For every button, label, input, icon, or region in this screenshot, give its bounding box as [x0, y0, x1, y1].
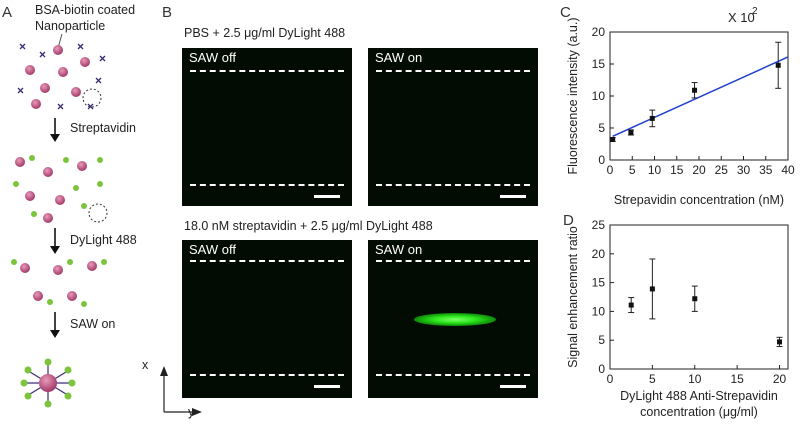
scale-bar — [314, 195, 340, 198]
y-tick-label: 15 — [592, 57, 606, 71]
channel-edge-bottom — [190, 184, 344, 186]
micrograph-streptavidin-saw-off: SAW off — [182, 240, 352, 398]
x-tick-label: 15 — [670, 163, 684, 177]
axis-multiplier: X 10 — [728, 10, 755, 25]
y-tick-label: 0 — [598, 362, 605, 376]
micrograph-streptavidin-saw-on: SAW on — [368, 240, 538, 398]
x-tick-label: 10 — [648, 163, 662, 177]
axis-indicator — [160, 366, 202, 416]
schematic-step1-label: Streptavidin — [70, 121, 137, 135]
stage2-dylight — [13, 155, 103, 217]
panel-label-d: D — [563, 212, 574, 229]
axis-multiplier-exponent: 2 — [752, 6, 758, 17]
saw-off-label: SAW off — [189, 242, 236, 257]
y-tick-label: 5 — [598, 333, 605, 347]
scale-bar — [314, 385, 340, 388]
micrograph-top-title: PBS + 2.5 μg/ml DyLight 488 — [184, 26, 346, 40]
data-point — [777, 339, 783, 345]
scale-bar — [500, 195, 526, 198]
panel-label-a: A — [2, 4, 13, 21]
schematic-step3-label: SAW on — [70, 317, 116, 331]
x-tick-label: 40 — [781, 163, 795, 177]
x-tick-label: 35 — [759, 163, 773, 177]
x-axis-label: Strepavidin concentration (nM) — [614, 193, 784, 207]
saw-on-label: SAW on — [375, 242, 423, 257]
highlight-circle-2 — [88, 203, 108, 223]
y-tick-label: 0 — [598, 153, 605, 167]
stage3-dylight — [11, 259, 107, 307]
chart-d: 0 5 10 15 20 0 5 10 15 20 25 DyLight 488 Anti-Strep… — [566, 218, 789, 419]
schematic-title-line2: Nanoparticle — [35, 19, 106, 33]
channel-edge-bottom — [376, 184, 530, 186]
saw-off-label: SAW off — [189, 50, 236, 65]
data-point — [692, 87, 698, 93]
aggregate-cluster — [20, 358, 76, 408]
x-tick-label: 15 — [730, 372, 744, 386]
plot-frame — [609, 224, 789, 370]
x-tick-label: 20 — [773, 372, 787, 386]
y-tick-label: 25 — [592, 218, 606, 232]
stage3-particles — [20, 261, 97, 301]
x-axis-label-line1: DyLight 488 Anti-Strepavidin — [620, 389, 778, 403]
y-axis-label: Fluorescence intensity (a.u.) — [566, 17, 580, 174]
panel-label-b: B — [162, 4, 173, 21]
x-tick-label: 20 — [692, 163, 706, 177]
y-tick-label: 5 — [598, 121, 605, 135]
schematic-diagram — [11, 33, 108, 408]
panel-label-c: C — [560, 4, 571, 21]
x-tick-label: 5 — [649, 372, 656, 386]
channel-edge-top — [376, 260, 530, 262]
x-tick-label: 10 — [688, 372, 702, 386]
y-tick-label: 20 — [592, 25, 606, 39]
highlight-circle-1 — [82, 88, 102, 108]
channel-edge-top — [376, 70, 530, 72]
data-point — [628, 302, 634, 308]
stage2-particles — [15, 157, 87, 223]
fit-line — [612, 56, 789, 138]
x-axis-label-line2: concentration (μg/ml) — [640, 405, 758, 419]
data-point — [692, 296, 698, 302]
data-point — [649, 115, 655, 121]
stage1-particles — [25, 45, 90, 109]
micrograph-bottom-title: 18.0 nM streptavidin + 2.5 μg/ml DyLight… — [184, 219, 433, 233]
x-tick-label: 25 — [715, 163, 729, 177]
channel-edge-bottom — [376, 374, 530, 376]
scale-bar — [500, 385, 526, 388]
plot-frame — [609, 31, 789, 161]
data-point — [628, 129, 634, 135]
channel-edge-top — [190, 70, 344, 72]
axis-x-label: x — [142, 358, 149, 372]
y-tick-label: 20 — [592, 247, 606, 261]
y-tick-label: 10 — [592, 89, 606, 103]
y-axis-label: Signal enhancement ratio — [566, 226, 580, 368]
y-tick-label: 15 — [592, 276, 606, 290]
data-point — [775, 62, 781, 68]
schematic-step2-label: DyLight 488 — [70, 233, 137, 247]
channel-edge-top — [190, 260, 344, 262]
x-tick-label: 5 — [629, 163, 636, 177]
y-tick-label: 10 — [592, 304, 606, 318]
saw-on-label: SAW on — [375, 50, 423, 65]
schematic-title-line1: BSA-biotin coated — [35, 3, 136, 17]
channel-edge-bottom — [190, 374, 344, 376]
x-tick-label: 30 — [737, 163, 751, 177]
data-point — [610, 137, 616, 143]
micrograph-pbs-saw-on: SAW on — [368, 48, 538, 206]
data-point — [649, 286, 655, 292]
micrograph-pbs-saw-off: SAW off — [182, 48, 352, 206]
axis-y-label: y — [188, 405, 195, 419]
x-tick-label: 0 — [607, 163, 614, 177]
x-tick-label: 0 — [607, 372, 614, 386]
chart-c: 0 5 10 15 20 25 30 35 40 0 5 10 15 20 X 102 Strepavidin… — [566, 6, 795, 207]
fluorescent-aggregate-band — [414, 313, 496, 326]
stage1-streptavidin — [17, 43, 106, 110]
